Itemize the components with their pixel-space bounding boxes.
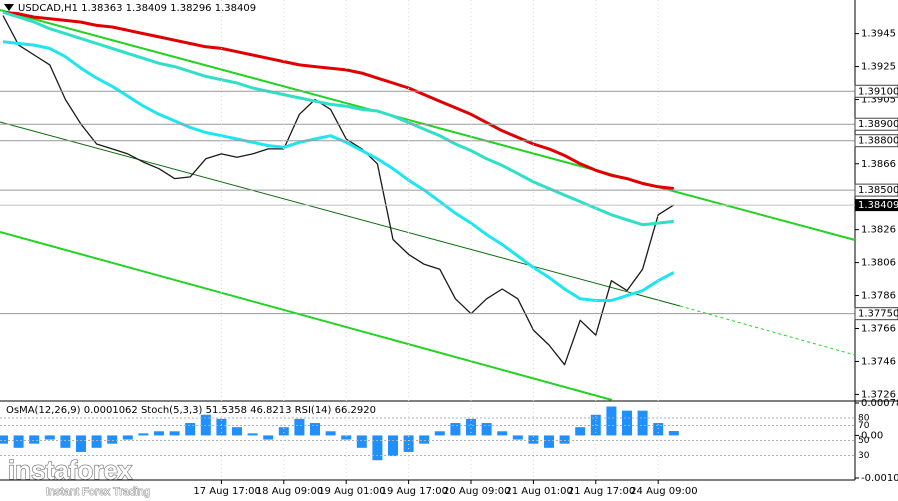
osma-bar [559, 435, 570, 444]
y-tick-label: 1.3726 [861, 389, 896, 400]
osma-bar [341, 435, 352, 440]
y-tick-label: 1.3826 [861, 225, 896, 236]
osma-bar [0, 435, 8, 444]
osma-bar [122, 435, 133, 440]
trend-line [0, 231, 613, 401]
oscillator-level-label: 50 [858, 436, 870, 446]
osma-bar [154, 431, 164, 436]
osma-bar [263, 435, 274, 440]
osma-bar [278, 427, 289, 436]
osma-bar [590, 414, 601, 436]
osma-bar [419, 435, 430, 444]
osma-bar [294, 418, 305, 436]
osma-bar [169, 431, 180, 436]
oscillator-level-label: 70 [858, 421, 870, 431]
osma-bar [13, 435, 24, 448]
y-tick-label: 1.3746 [861, 356, 896, 367]
y-tick-label: 1.3945 [861, 29, 896, 40]
osma-bar [138, 433, 149, 436]
last-price-box [855, 199, 898, 212]
moving-average [2, 10, 674, 190]
last-price-label: 1.38409 [858, 200, 898, 211]
y-tick-label: 1.3806 [861, 258, 896, 269]
osma-bar [606, 406, 617, 436]
x-tick-label: 21 Aug 17:00 [568, 486, 635, 497]
osma-bar [185, 423, 196, 436]
osma-bar [232, 427, 242, 436]
osma-bar [216, 418, 227, 436]
osma-bar [653, 423, 664, 436]
x-tick-label: 17 Aug 17:00 [193, 486, 260, 497]
y-tick-label: 1.3786 [861, 291, 896, 302]
osma-bar [325, 431, 336, 436]
indicator-title: OsMA(12,26,9) 0.0001062 Stoch(5,3,3) 51.… [6, 405, 376, 416]
osma-bar [434, 431, 445, 436]
osma-bar [481, 423, 492, 436]
osma-bar [668, 431, 679, 436]
watermark-slogan: Instant Forex Trading [46, 486, 150, 498]
osma-bar [450, 423, 461, 436]
chart-marker [4, 4, 14, 11]
osma-bar [388, 435, 398, 457]
chart-title: USDCAD,H1 1.38363 1.38409 1.38296 1.3840… [18, 3, 256, 14]
x-tick-label: 19 Aug 01:00 [318, 486, 385, 497]
level-label-box [854, 183, 898, 197]
osma-bar [44, 435, 55, 440]
osma-bar [372, 435, 383, 461]
osma-bar [247, 433, 258, 436]
y-tick-label: 1.3766 [861, 324, 896, 335]
oscillator-level-label: 80 [858, 414, 870, 424]
osma-bar [310, 423, 320, 436]
y-tick-label: 1.3925 [861, 62, 896, 73]
moving-average [2, 40, 675, 302]
x-tick-label: 18 Aug 09:00 [256, 486, 323, 497]
y-tick-label: 0.000785 [861, 398, 898, 409]
y-tick-label: 0.00 [861, 430, 883, 441]
level-label: 1.38900 [858, 119, 898, 130]
watermark-brand: instaforex [8, 455, 133, 485]
level-label-box [854, 117, 898, 131]
level-label-box [854, 134, 898, 148]
x-tick-label: 20 Aug 09:00 [443, 486, 510, 497]
x-tick-label: 21 Aug 01:00 [505, 486, 572, 497]
oscillator-level-label: 30 [858, 451, 870, 461]
x-tick-label: 24 Aug 09:00 [630, 486, 697, 497]
y-tick-label: 1.3905 [861, 95, 896, 106]
osma-bar [497, 431, 508, 436]
osma-bar [512, 435, 523, 440]
level-label: 1.37750 [858, 309, 898, 320]
level-label: 1.38500 [858, 185, 898, 196]
channel-line [0, 121, 681, 307]
osma-bar [356, 435, 367, 448]
y-tick-label: -0.001031 [861, 473, 898, 484]
level-label: 1.39100 [858, 86, 898, 97]
osma-bar [637, 410, 648, 436]
osma-bar [528, 435, 539, 444]
osma-bar [91, 435, 102, 448]
level-label-box [854, 307, 898, 321]
level-label-box [854, 84, 898, 98]
y-tick-label: 1.3866 [861, 159, 896, 170]
osma-bar [29, 435, 40, 444]
osma-bar [622, 410, 632, 436]
trend-line [0, 9, 856, 241]
osma-bar [76, 435, 86, 452]
level-label: 1.38800 [858, 136, 898, 147]
osma-bar [544, 435, 554, 448]
osma-bar [107, 435, 118, 444]
osma-bar [403, 435, 414, 452]
moving-average [2, 10, 674, 227]
x-tick-label: 19 Aug 17:00 [381, 486, 448, 497]
osma-bar [60, 435, 71, 448]
osma-bar [466, 418, 476, 436]
osma-bar [575, 427, 586, 436]
